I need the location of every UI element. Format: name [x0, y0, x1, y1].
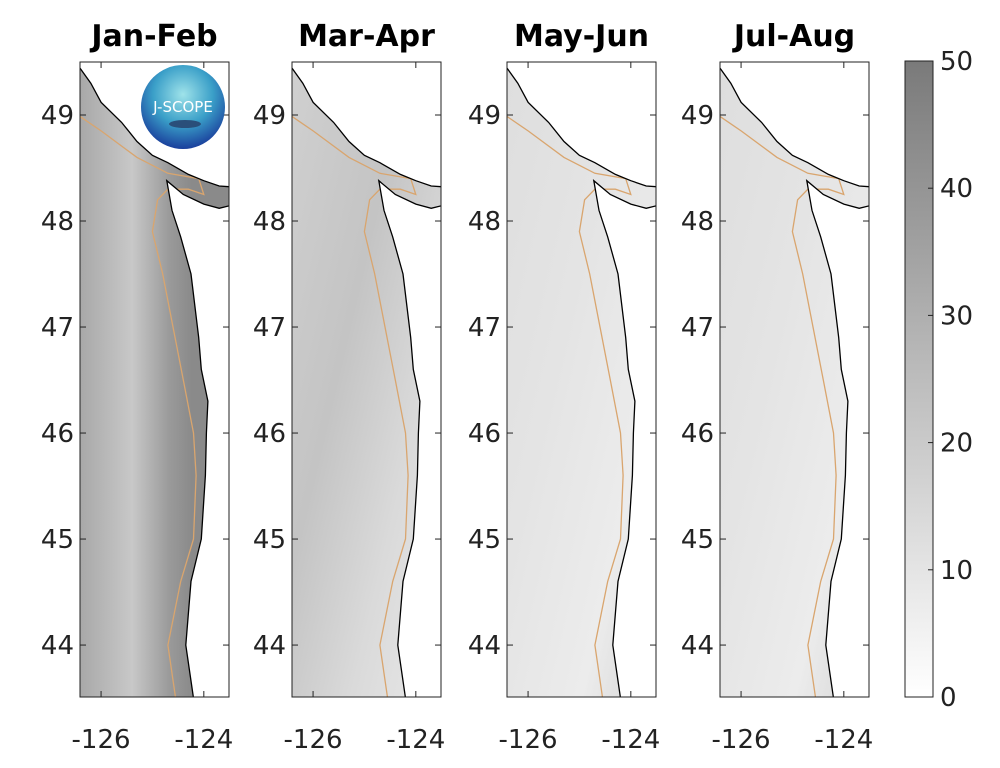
x-tick-label: -124	[601, 725, 660, 755]
y-tick-label: 46	[41, 419, 74, 449]
land-us-coast	[377, 179, 441, 697]
y-tick-label: 48	[41, 207, 74, 237]
land-us-coast	[592, 179, 656, 697]
panel-frame	[291, 61, 442, 698]
y-tick-label: 49	[681, 101, 714, 131]
x-tick-label: -124	[814, 725, 873, 755]
y-tick-label: 48	[468, 207, 501, 237]
colorbar-tick-label: 50	[940, 47, 973, 77]
map-panels: Jan-Feb 44 45 46 47 48 49 -126 -124 Mar-Apr 44 45 46…	[41, 19, 873, 755]
y-tick-label: 47	[468, 313, 501, 343]
y-tick-label: 45	[681, 525, 714, 555]
y-tick-label: 44	[253, 631, 286, 661]
logo-text: J-SCOPE	[152, 98, 213, 116]
colorbar-tick-label: 10	[940, 556, 973, 586]
isobath-line	[292, 115, 417, 697]
y-tick-label: 45	[41, 525, 74, 555]
y-tick-label: 47	[41, 313, 74, 343]
land-us-coast	[805, 179, 869, 697]
panel-frame	[79, 61, 230, 698]
y-tick-label: 45	[468, 525, 501, 555]
colorbar-gradient	[904, 60, 934, 698]
colorbar-tick-label: 30	[940, 301, 973, 331]
y-tick-label: 44	[681, 631, 714, 661]
land-us-coast	[165, 179, 229, 697]
isobath-line	[720, 115, 845, 697]
y-tick-label: 45	[253, 525, 286, 555]
map-panel: Jan-Feb 44 45 46 47 48 49 -126 -124	[41, 19, 233, 755]
y-tick-label: 49	[41, 101, 74, 131]
fish-icon	[169, 120, 201, 128]
y-tick-label: 46	[253, 419, 286, 449]
x-tick-label: -124	[174, 725, 233, 755]
x-tick-label: -126	[499, 725, 558, 755]
panel-frame	[506, 61, 657, 698]
colorbar-tick-label: 0	[940, 683, 957, 713]
colorbar: 0 10 20 30 40 50	[904, 47, 973, 713]
land-vancouver-island	[507, 62, 656, 188]
x-tick-label: -126	[72, 725, 131, 755]
isobath-line	[507, 115, 632, 697]
y-tick-label: 44	[468, 631, 501, 661]
colorbar-tick-label: 40	[940, 174, 973, 204]
y-tick-label: 46	[468, 419, 501, 449]
map-panel: Mar-Apr 44 45 46 47 48 49 -126 -124	[253, 19, 445, 755]
map-panel: May-Jun 44 45 46 47 48 49 -126 -124	[468, 19, 660, 755]
panel-title: Jul-Aug	[732, 19, 855, 54]
panel-title: May-Jun	[514, 19, 649, 54]
y-tick-label: 48	[681, 207, 714, 237]
panel-frame	[719, 61, 870, 698]
jscope-logo: J-SCOPE	[141, 65, 225, 149]
land-vancouver-island	[292, 62, 441, 188]
logo-disc	[141, 65, 225, 149]
x-tick-label: -126	[712, 725, 771, 755]
land-vancouver-island	[720, 62, 869, 188]
panel-title: Jan-Feb	[89, 19, 217, 54]
y-tick-label: 46	[681, 419, 714, 449]
colorbar-tick-label: 20	[940, 429, 973, 459]
map-panel: Jul-Aug 44 45 46 47 48 49 -126 -124	[681, 19, 873, 755]
y-tick-label: 49	[468, 101, 501, 131]
y-tick-label: 49	[253, 101, 286, 131]
y-tick-label: 47	[681, 313, 714, 343]
x-tick-label: -126	[284, 725, 343, 755]
y-tick-label: 44	[41, 631, 74, 661]
isobath-line	[80, 115, 205, 697]
x-tick-label: -124	[386, 725, 445, 755]
y-tick-label: 47	[253, 313, 286, 343]
y-tick-label: 48	[253, 207, 286, 237]
panel-title: Mar-Apr	[298, 19, 435, 54]
